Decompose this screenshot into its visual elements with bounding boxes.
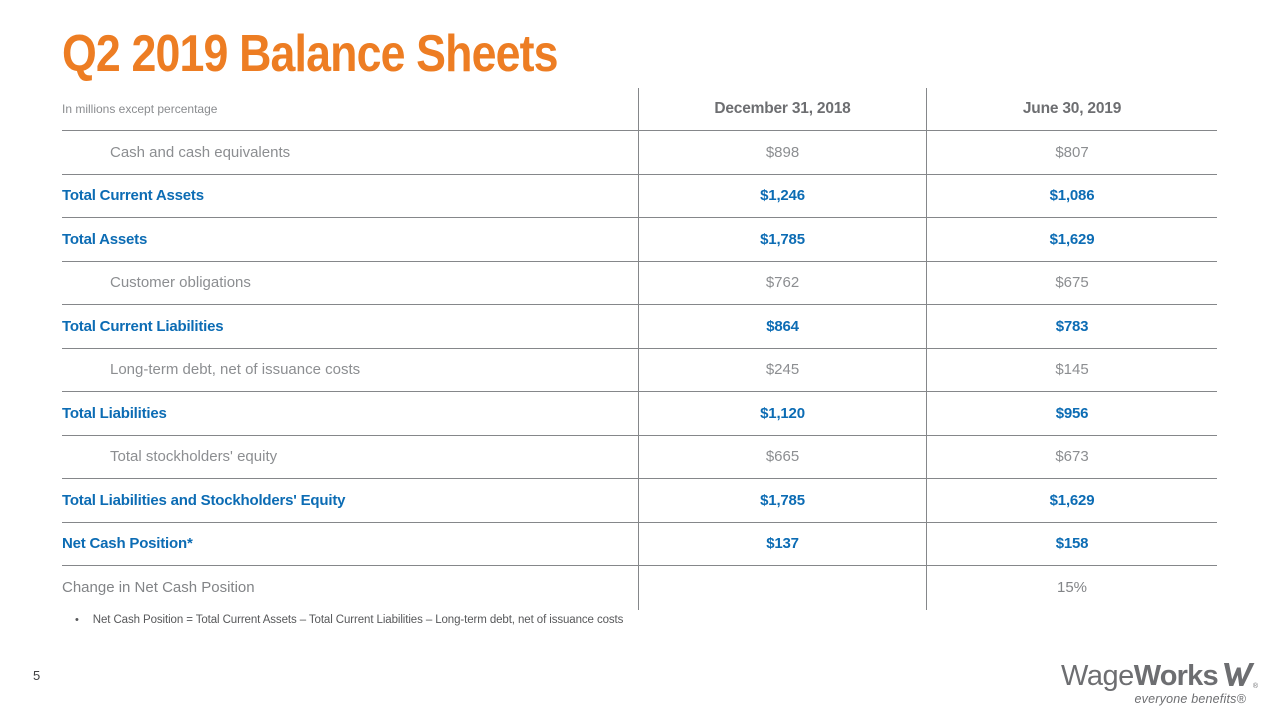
table-cell-dec-2018: $1,785 (638, 479, 926, 523)
footnote: • Net Cash Position = Total Current Asse… (75, 614, 623, 626)
table-cell-jun-2019: $1,629 (926, 218, 1217, 262)
wageworks-logo: Wage Works ® everyone benefits® (1061, 660, 1258, 706)
page-number: 5 (33, 668, 41, 683)
table-cell-dec-2018 (638, 566, 926, 610)
logo-wordmark: Wage Works ® (1061, 660, 1258, 693)
table-row-label: Total Current Assets (62, 175, 638, 218)
table-cell-dec-2018: $898 (638, 131, 926, 175)
logo-works-text: Works (1133, 660, 1219, 692)
footnote-text: Net Cash Position = Total Current Assets… (92, 614, 624, 626)
table-cell-dec-2018: $1,785 (638, 218, 926, 262)
logo-wage-text: Wage (1061, 660, 1134, 692)
column-header-dec-2018: December 31, 2018 (638, 88, 926, 131)
table-row-label: Customer obligations (62, 262, 638, 305)
table-cell-jun-2019: $1,629 (926, 479, 1217, 523)
balance-sheet-table: In millions except percentage December 3… (62, 88, 1217, 610)
table-row-label: Long-term debt, net of issuance costs (62, 349, 638, 392)
table-row-label: Total Assets (62, 218, 638, 262)
table-row-label: Cash and cash equivalents (62, 131, 638, 175)
table-row-label: Change in Net Cash Position (62, 579, 255, 597)
column-header-jun-2019: June 30, 2019 (926, 88, 1217, 131)
table-cell-jun-2019: $145 (926, 348, 1217, 392)
table-cell-dec-2018: $864 (638, 305, 926, 349)
table-cell-jun-2019: $783 (926, 305, 1217, 349)
table-cell-jun-2019: $807 (926, 131, 1217, 175)
table-cell-dec-2018: $762 (638, 261, 926, 305)
table-cell-dec-2018: $1,246 (638, 174, 926, 218)
table-cell-jun-2019: 15% (926, 566, 1217, 610)
table-cell-dec-2018: $665 (638, 435, 926, 479)
footnote-bullet: • (75, 614, 79, 626)
table-cell-dec-2018: $1,120 (638, 392, 926, 436)
table-cell-jun-2019: $158 (926, 522, 1217, 566)
wageworks-w-icon (1219, 662, 1255, 692)
page-title: Q2 2019 Balance Sheets (62, 25, 559, 83)
table-row-label: Total Liabilities and Stockholders' Equi… (62, 479, 638, 523)
table-row-label: Net Cash Position* (62, 523, 638, 566)
table-row-label: Total stockholders' equity (62, 436, 638, 479)
logo-registered-mark: ® (1252, 683, 1258, 690)
table-row-label: Total Liabilities (62, 392, 638, 436)
table-row-label: Total Current Liabilities (62, 305, 638, 349)
table-cell-jun-2019: $1,086 (926, 174, 1217, 218)
table-cell-jun-2019: $673 (926, 435, 1217, 479)
table-cell-dec-2018: $137 (638, 522, 926, 566)
table-cell-jun-2019: $675 (926, 261, 1217, 305)
table-units-note: In millions except percentage (62, 88, 638, 131)
table-cell-dec-2018: $245 (638, 348, 926, 392)
logo-tagline: everyone benefits® (1134, 692, 1246, 706)
table-cell-jun-2019: $956 (926, 392, 1217, 436)
